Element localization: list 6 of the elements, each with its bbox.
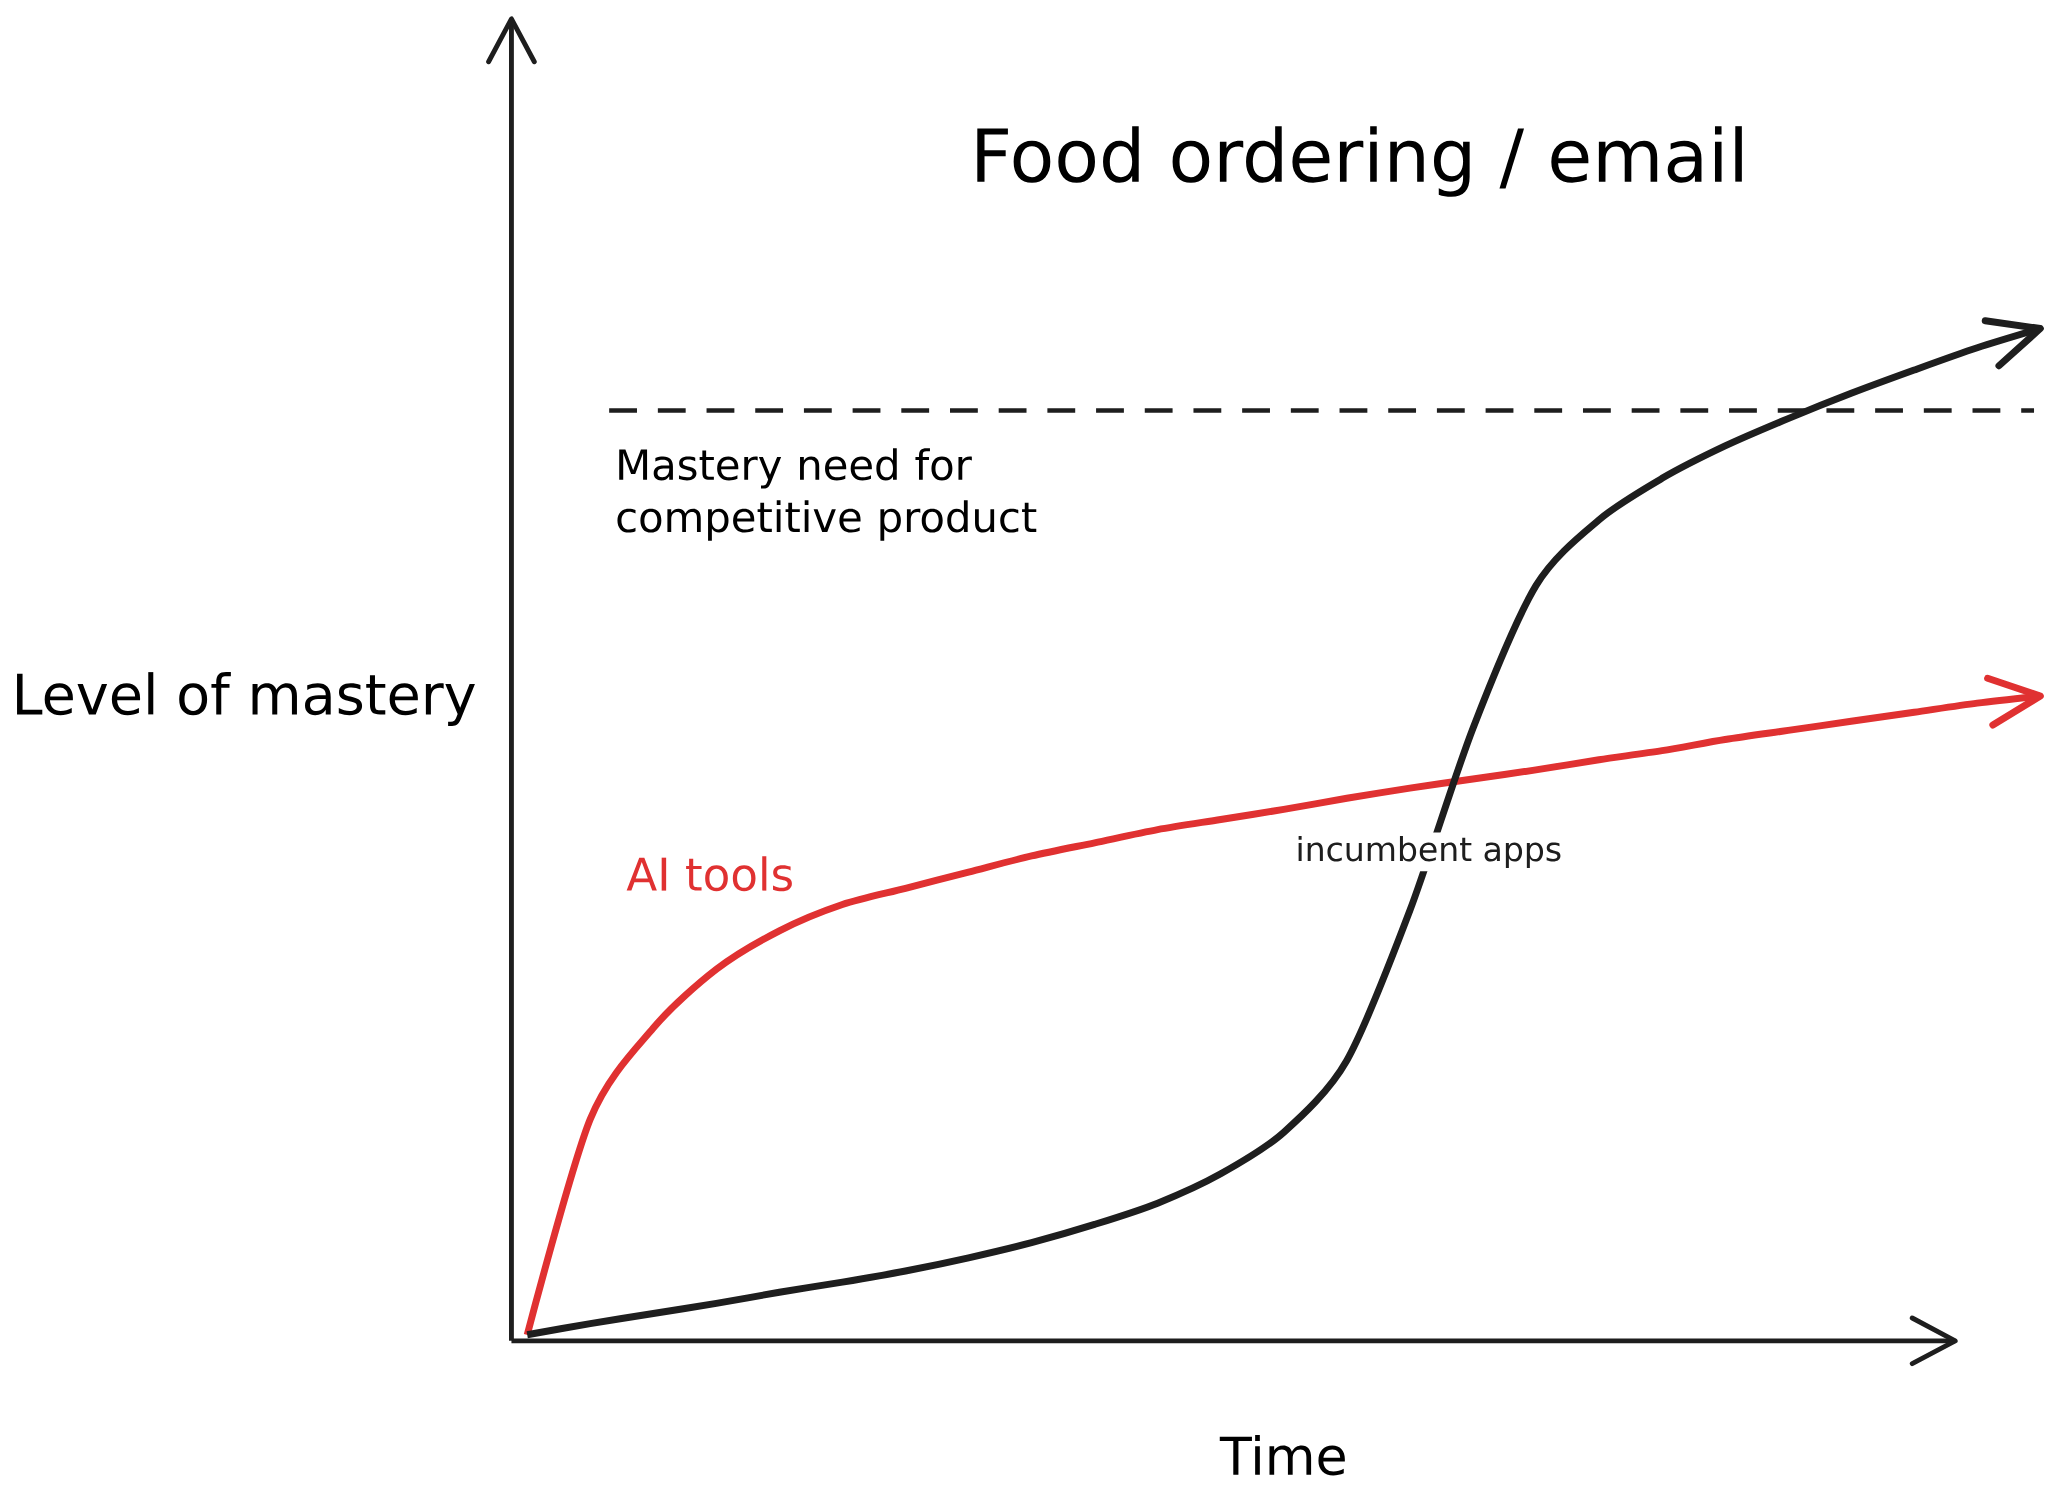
x-axis-title: Time xyxy=(1219,1435,1345,1476)
series-label: incumbent apps xyxy=(1298,835,1561,868)
ref-line-label: Mastery need for competitive product xyxy=(617,448,1037,541)
chart-title: Food ordering / email xyxy=(977,126,1742,197)
series-label: AI tools xyxy=(626,856,792,892)
y-axis-title: Level of mastery xyxy=(17,672,475,726)
